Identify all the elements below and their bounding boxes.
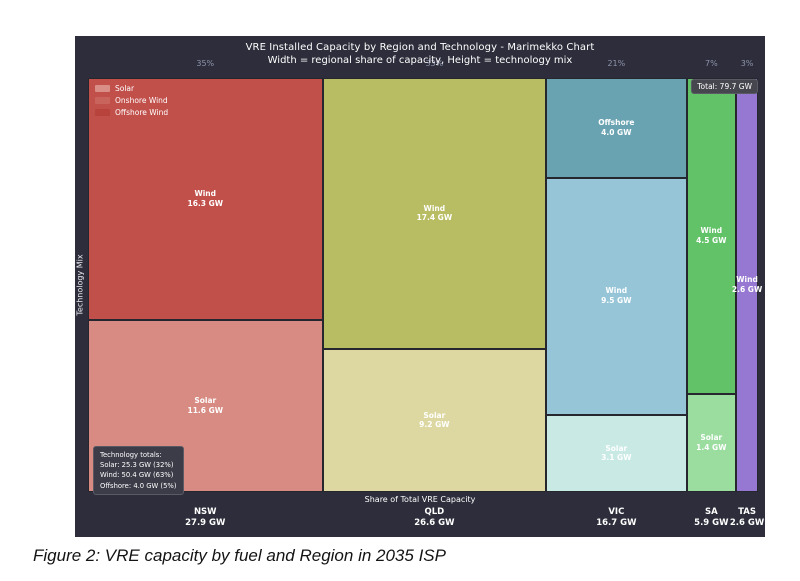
region-label-sa: SA 5.9 GW <box>694 507 729 529</box>
region-column-sa: Wind 4.5 GW Solar 1.4 GW <box>686 78 737 492</box>
totals-box-line: Wind: 50.4 GW (63%) <box>100 471 174 480</box>
legend-label: Onshore Wind <box>115 95 168 105</box>
y-axis-label: Technology Mix <box>75 254 85 316</box>
total-badge: Total: 79.7 GW <box>691 79 758 94</box>
marimekko-chart: 35% 33% 21% 7% 3% VRE Installed Capacity by … <box>75 36 765 537</box>
region-column-vic: Offshore 4.0 GW Wind 9.5 GW Solar 3.1 GW <box>546 78 687 492</box>
percent-label-qld: 33% <box>425 59 444 68</box>
region-column-nsw: Wind 16.3 GW Solar 11.6 GW <box>88 78 323 492</box>
legend-item-onshore-wind: Onshore Wind <box>95 94 168 106</box>
block-vic-wind: Wind 9.5 GW <box>546 177 687 415</box>
plot-area: Wind 16.3 GW Solar 11.6 GW Wind 17.4 GW Solar 9… <box>88 78 762 492</box>
block-label: Solar 1.4 GW <box>696 433 727 452</box>
legend-item-offshore-wind: Offshore Wind <box>95 106 168 118</box>
region-column-qld: Wind 17.4 GW Solar 9.2 GW <box>322 78 547 492</box>
block-qld-wind: Wind 17.4 GW <box>322 78 547 349</box>
legend-label: Solar <box>115 83 135 93</box>
legend-label: Offshore Wind <box>115 107 169 117</box>
legend-item-solar: Solar <box>95 82 168 94</box>
block-label: Solar 11.6 GW <box>187 396 224 415</box>
block-label: Wind 4.5 GW <box>696 226 727 245</box>
region-label-nsw: NSW 27.9 GW <box>185 507 226 529</box>
region-label-qld: QLD 26.6 GW <box>414 507 455 529</box>
legend-swatch-icon <box>95 84 110 92</box>
technology-totals-box: Technology totals: Solar: 25.3 GW (32%) Wi… <box>93 446 184 495</box>
totals-box-line: Solar: 25.3 GW (32%) <box>100 461 174 470</box>
block-label: Wind 17.4 GW <box>416 203 453 223</box>
totals-box-line: Offshore: 4.0 GW (5%) <box>100 481 177 490</box>
block-nsw-solar: Solar 11.6 GW <box>88 319 323 492</box>
block-sa-solar: Solar 1.4 GW <box>686 393 737 492</box>
block-label: Wind 9.5 GW <box>601 286 632 306</box>
block-qld-solar: Solar 9.2 GW <box>322 348 547 492</box>
legend-swatch-icon <box>95 96 110 104</box>
percent-label-nsw: 35% <box>196 59 215 68</box>
block-vic-solar: Solar 3.1 GW <box>546 414 687 492</box>
region-label-tas: TAS 2.6 GW <box>729 507 765 529</box>
chart-title: VRE Installed Capacity by Region and Tec… <box>245 42 595 53</box>
block-nsw-wind: Wind 16.3 GW <box>88 78 323 320</box>
block-label: Solar 9.2 GW <box>419 410 450 430</box>
region-column-tas: Wind 2.6 GW <box>732 78 762 492</box>
legend-swatch-icon <box>95 108 110 116</box>
figure-caption: Figure 2: VRE capacity by fuel and Regio… <box>33 546 446 565</box>
x-axis-label: Share of Total VRE Capacity <box>364 495 476 504</box>
block-label: Solar 3.1 GW <box>601 443 632 463</box>
region-label-vic: VIC 16.7 GW <box>596 507 637 529</box>
block-vic-offshore: Offshore 4.0 GW <box>546 78 687 178</box>
percent-label-sa: 7% <box>704 59 718 68</box>
block-sa-wind: Wind 4.5 GW <box>686 78 737 394</box>
block-tas-wind: Wind 2.6 GW <box>732 78 762 492</box>
block-label: Wind 2.6 GW <box>731 275 763 294</box>
percent-label-tas: 3% <box>740 59 754 68</box>
block-label: Offshore 4.0 GW <box>598 118 635 137</box>
percent-label-vic: 21% <box>607 59 626 68</box>
legend: Solar Onshore Wind Offshore Wind <box>95 82 168 118</box>
totals-box-line: Technology totals: <box>100 451 162 459</box>
block-label: Wind 16.3 GW <box>187 189 224 208</box>
chart-subtitle: Width = regional share of capacity, Heig… <box>267 55 573 66</box>
